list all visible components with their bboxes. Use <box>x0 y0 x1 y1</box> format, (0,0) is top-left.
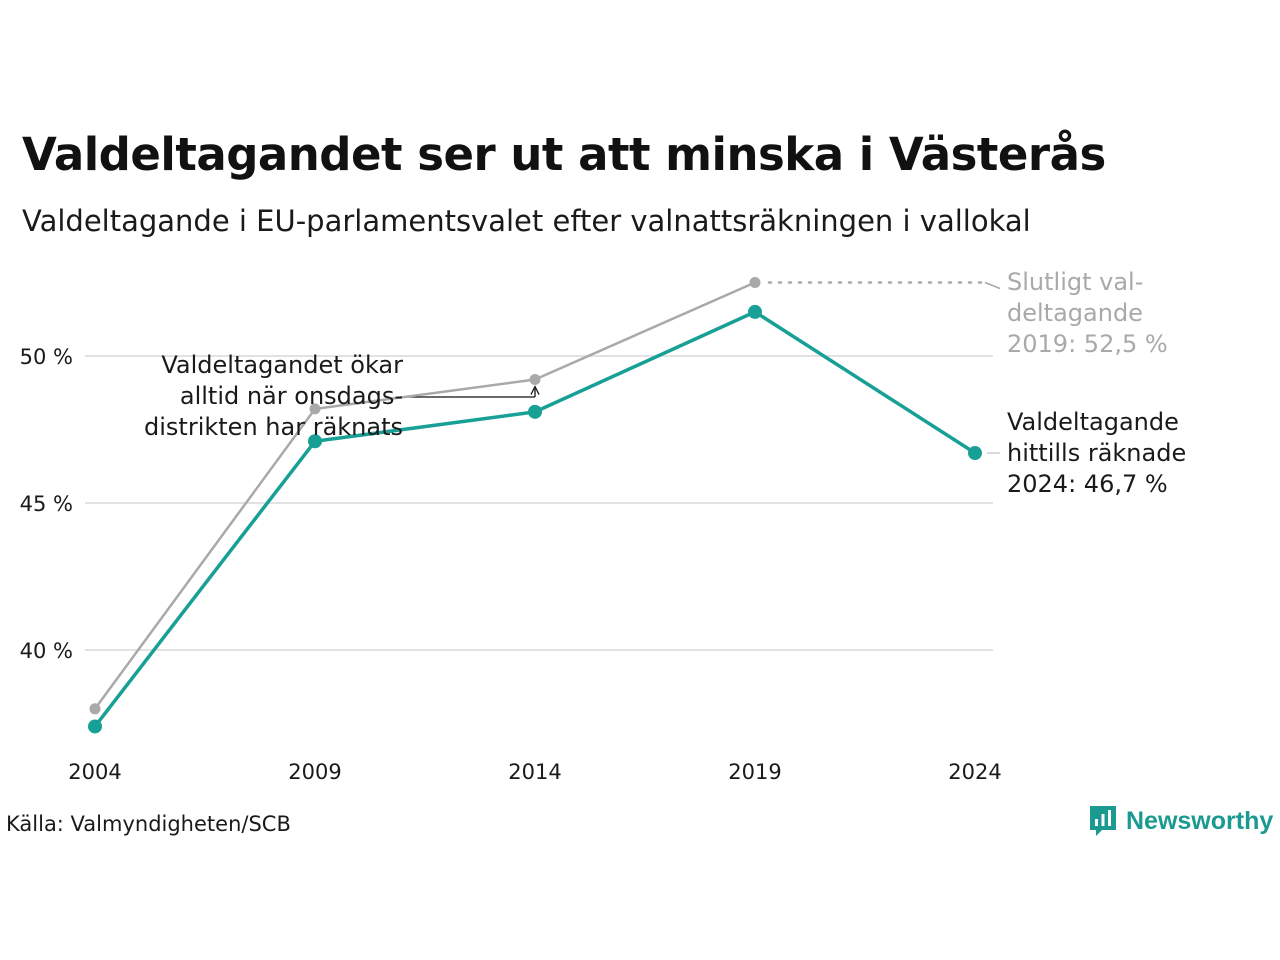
final-turnout-annotation: Slutligt val- <box>1007 268 1143 296</box>
annotation-connectors <box>400 281 1001 454</box>
chart-title: Valdeltagandet ser ut att minska i Väste… <box>22 128 1106 181</box>
current-turnout-annotation: 2024: 46,7 % <box>1007 470 1168 498</box>
note-annotation: Valdeltagandet ökar <box>161 351 403 379</box>
final-turnout-point <box>749 277 761 288</box>
series-layer <box>88 277 982 734</box>
x-axis-ticks: 2004 2009 2014 2019 2024 <box>68 760 1001 784</box>
brand-name: Newsworthy <box>1126 806 1274 835</box>
final-turnout-point <box>529 374 541 386</box>
source-note: Källa: Valmyndigheten/SCB <box>6 812 291 836</box>
note-annotation: distrikten har räknats <box>144 413 403 441</box>
election-night-turnout-point <box>308 434 322 449</box>
y-axis-ticks: 40 % 45 % 50 % <box>20 345 73 663</box>
election-night-turnout-point <box>748 304 762 319</box>
y-tick-label: 45 % <box>20 492 73 516</box>
x-tick-label: 2014 <box>508 760 561 784</box>
election-night-turnout-point <box>528 404 542 419</box>
final-turnout-point <box>89 703 101 715</box>
final-turnout-annotation: 2019: 52,5 % <box>1007 330 1168 358</box>
note-arrow-head <box>530 385 540 395</box>
final-turnout-annotation: deltagande <box>1007 299 1143 327</box>
x-tick-label: 2019 <box>728 760 781 784</box>
election-night-turnout-point <box>88 719 102 734</box>
final-leader-tick <box>984 281 1001 290</box>
annotations: Slutligt val-deltagande 2019: 52,5 % Valde… <box>144 268 1186 498</box>
x-tick-label: 2009 <box>288 760 341 784</box>
grid-layer <box>85 355 993 651</box>
x-tick-label: 2004 <box>68 760 121 784</box>
current-turnout-annotation: hittills räknade <box>1007 439 1186 467</box>
chart-subtitle: Valdeltagande i EU-parlamentsvalet efter… <box>22 204 1031 238</box>
y-tick-label: 50 % <box>20 345 73 369</box>
note-annotation: alltid när onsdags- <box>180 382 403 410</box>
brand-logo: Newsworthy <box>1088 804 1273 838</box>
current-turnout-annotation: Valdeltagande <box>1007 408 1179 436</box>
election-night-turnout-point <box>968 446 982 461</box>
final-turnout-line <box>93 281 756 710</box>
y-tick-label: 40 % <box>20 639 73 663</box>
x-tick-label: 2024 <box>948 760 1001 784</box>
bar-chart-icon <box>1090 806 1116 836</box>
final-turnout-point <box>309 403 321 415</box>
